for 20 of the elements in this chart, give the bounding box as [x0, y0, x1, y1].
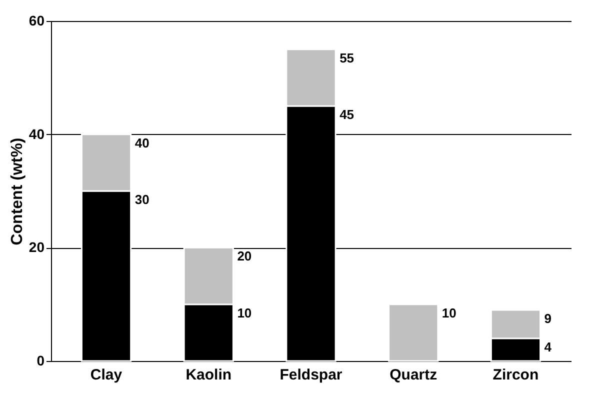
y-axis-title: Content (wt%) — [8, 138, 26, 246]
data-label: 45 — [340, 107, 354, 122]
total-label: 40 — [134, 135, 150, 150]
y-tick-label: 0 — [36, 352, 45, 368]
total-label: 20 — [237, 248, 252, 264]
x-tick-label: Quartz — [390, 366, 438, 384]
data-label: 10 — [237, 305, 252, 320]
y-tick-label: 60 — [28, 12, 45, 28]
bar — [388, 304, 439, 362]
data-label: 4 — [544, 339, 552, 354]
x-tick-label: Kaolin — [186, 366, 232, 384]
data-label: 30 — [134, 192, 150, 207]
x-tick-label: Clay — [90, 366, 123, 384]
x-tick-label: Feldspar — [280, 366, 342, 384]
x-tick-label: Zircon — [492, 366, 539, 384]
total-label: 10 — [442, 305, 456, 320]
total-label: 55 — [340, 50, 354, 66]
y-tick-label: 40 — [28, 126, 45, 142]
y-tick-label: 20 — [28, 239, 45, 256]
total-label: 9 — [544, 311, 552, 326]
